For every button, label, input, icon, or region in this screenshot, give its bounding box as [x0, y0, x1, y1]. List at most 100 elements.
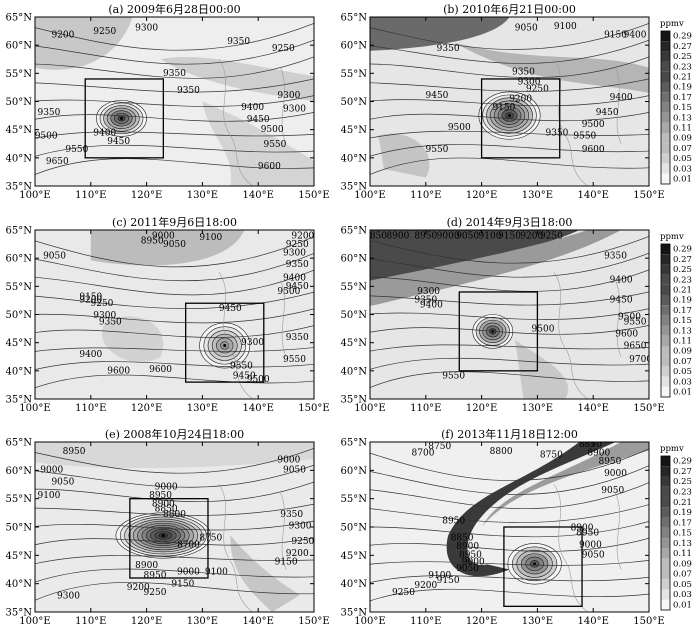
contour-label: 9500: [582, 120, 605, 130]
contour-label: 9250: [392, 588, 415, 598]
panel-a: 9200 9250 9300 9350 9250 9300 9350 9300 9350 9350…: [6, 2, 330, 201]
contour-label: 8950: [576, 529, 599, 539]
colorbar-tick-label: 0.13: [673, 326, 692, 336]
contour-label: 9350: [280, 510, 303, 520]
y-tick-label: 65°N: [6, 438, 33, 449]
contour-label: 9450: [247, 115, 270, 125]
ozone-shading: [202, 101, 314, 186]
geopotential-isoline: [370, 465, 649, 495]
geopotential-isoline: [370, 144, 649, 157]
contour-label: 8800: [490, 447, 513, 457]
vortex-center: [119, 116, 123, 120]
geopotential-isoline: [370, 481, 649, 509]
contour-label: 9000: [40, 466, 63, 476]
contour-label: 9450: [426, 91, 449, 101]
contour-label: 9000: [579, 540, 602, 550]
ozone-shading: [481, 442, 649, 527]
y-tick-label: 60°N: [6, 466, 33, 477]
geopotential-isoline: [35, 252, 314, 282]
colorbar-bin: [661, 143, 670, 154]
x-tick-label: 150°E: [298, 616, 329, 627]
colorbar-bin: [661, 163, 670, 174]
contour-label: 8750: [428, 442, 451, 452]
coastline: [615, 67, 622, 144]
contour-label: 9000: [462, 557, 485, 567]
y-tick-label: 35°N: [6, 608, 33, 619]
colorbar-tick-label: 0.21: [673, 72, 692, 82]
contour-label: 9000: [155, 483, 178, 493]
y-tick-label: 55°N: [6, 69, 33, 80]
contour-label: 8950: [63, 447, 86, 457]
contour-label: 9350: [177, 86, 200, 96]
contour-label: 9300: [417, 287, 440, 297]
contour-label: 8950: [598, 457, 621, 467]
contour-label: 9300: [289, 522, 312, 532]
x-tick-label: 100°E: [354, 616, 385, 627]
x-tick-label: 130°E: [187, 190, 218, 201]
y-tick-label: 50°N: [6, 523, 33, 534]
geopotential-isoline: [370, 344, 649, 352]
colorbar-tick-label: 0.15: [673, 316, 692, 326]
geopotential-isoline: [370, 520, 649, 538]
geopotential-isoline: [35, 111, 314, 122]
contour-label: 9050: [515, 24, 538, 34]
colorbar-tick-label: 0.27: [673, 467, 692, 477]
contour-label: 8900: [587, 449, 610, 459]
study-region-box: [503, 526, 583, 607]
contour-label: 9450: [107, 137, 130, 147]
contour-label: 9550: [283, 355, 306, 365]
colorbar: ppmv 0.290.270.250.230.210.190.170.150.13…: [660, 19, 692, 184]
geopotential-isoline: [35, 582, 314, 601]
coastline: [615, 280, 622, 357]
colorbar-tick-label: 0.25: [673, 265, 692, 275]
coastline: [218, 59, 253, 186]
contour-label: 9000: [277, 455, 300, 465]
contour-label: 9250: [291, 537, 314, 547]
x-tick-label: 110°E: [75, 616, 106, 627]
contour-label: 8950: [141, 237, 164, 247]
coastline: [280, 67, 287, 144]
contour-label: 9150: [492, 103, 515, 113]
geopotential-isoline: [35, 347, 314, 352]
coastline: [218, 272, 253, 399]
contour-label: 9600: [582, 145, 605, 155]
y-tick-label: 35°N: [341, 608, 368, 619]
contour-label: 9050: [43, 252, 66, 262]
colorbar-bin: [661, 366, 670, 377]
coastline: [280, 492, 287, 570]
colorbar-tick-label: 0.25: [673, 52, 692, 62]
contour-label: 8900: [135, 561, 158, 571]
colorbar-bin: [661, 466, 670, 477]
geopotential-isoline: [370, 504, 649, 523]
contour-label: 8850: [579, 440, 602, 450]
contour-label: 9600: [615, 329, 638, 339]
geopotential-isoline: [35, 236, 314, 268]
y-tick-label: 45°N: [6, 338, 33, 349]
contour-label: 9150: [437, 576, 460, 586]
y-tick-label: 40°N: [341, 153, 368, 164]
x-tick-label: 130°E: [522, 190, 553, 201]
y-tick-label: 45°N: [341, 125, 368, 136]
contour-label: 9500: [277, 287, 300, 297]
contour-label: 8950: [459, 551, 482, 561]
contour-label: 8700: [177, 540, 200, 550]
x-tick-label: 120°E: [131, 190, 162, 201]
geopotential-isoline: [35, 95, 314, 107]
contour-label: 9600: [258, 162, 281, 172]
geopotential-isoline: [35, 158, 314, 176]
colorbar-tick-label: 0.03: [673, 377, 692, 387]
colorbar-bin: [661, 102, 670, 113]
vortex-center: [533, 562, 537, 566]
contour-label: 9250: [540, 231, 563, 241]
colorbar-frame: [660, 243, 671, 398]
contour-label: 9200: [509, 95, 532, 105]
y-tick-label: 50°N: [6, 97, 33, 108]
contour-label: 9050: [163, 240, 186, 250]
colorbar-tick-label: 0.07: [673, 570, 692, 580]
coastline: [615, 492, 622, 570]
y-tick-label: 55°N: [6, 282, 33, 293]
x-tick-label: 140°E: [578, 190, 609, 201]
colorbar-tick-label: 0.09: [673, 559, 692, 569]
colorbar-bin: [661, 527, 670, 539]
contour-label: 8850: [155, 505, 178, 515]
